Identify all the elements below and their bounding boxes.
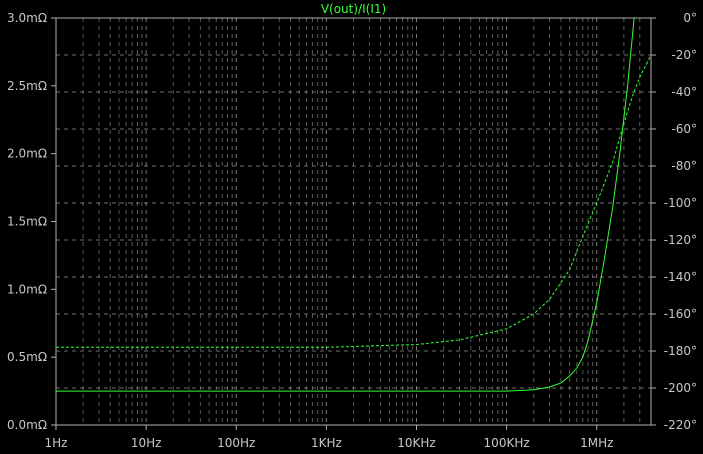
right-tick-label: -140° (664, 270, 697, 284)
left-tick-label: 0.0mΩ (7, 418, 47, 432)
left-tick-label: 1.5mΩ (7, 215, 47, 229)
right-tick-label: -120° (664, 233, 697, 247)
right-tick-label: -160° (664, 307, 697, 321)
x-tick-label: 100KHz (484, 436, 530, 450)
left-tick-label: 1.0mΩ (7, 282, 47, 296)
right-tick-label: -60° (671, 122, 697, 136)
magnitude-trace-line (56, 18, 635, 392)
right-tick-label: -220° (664, 418, 697, 432)
right-tick-label: -180° (664, 344, 697, 358)
grid-lines (56, 18, 651, 425)
right-tick-label: -20° (671, 48, 697, 62)
right-tick-label: -100° (664, 196, 697, 210)
x-tick-label: 1KHz (311, 436, 342, 450)
right-tick-label: -40° (671, 85, 697, 99)
x-tick-label: 10KHz (397, 436, 435, 450)
tick-marks (51, 17, 656, 430)
x-tick-label: 1Hz (45, 436, 68, 450)
series-layer (56, 18, 651, 392)
left-tick-label: 0.5mΩ (7, 350, 47, 364)
left-tick-label: 2.0mΩ (7, 147, 47, 161)
left-tick-label: 2.5mΩ (7, 79, 47, 93)
right-tick-label: -200° (664, 381, 697, 395)
right-tick-label: 0° (683, 11, 697, 25)
tick-labels: 0° -20° -40° -60° -80° -100° -120° -140° -160° -1… (7, 11, 697, 450)
left-tick-label: 3.0mΩ (7, 11, 47, 25)
x-tick-label: 1MHz (580, 436, 613, 450)
right-tick-label: -80° (671, 159, 697, 173)
phase-trace-line (56, 54, 651, 348)
x-tick-label: 10Hz (131, 436, 162, 450)
chart-title: V(out)/I(I1) (321, 2, 386, 16)
x-tick-label: 100Hz (217, 436, 255, 450)
